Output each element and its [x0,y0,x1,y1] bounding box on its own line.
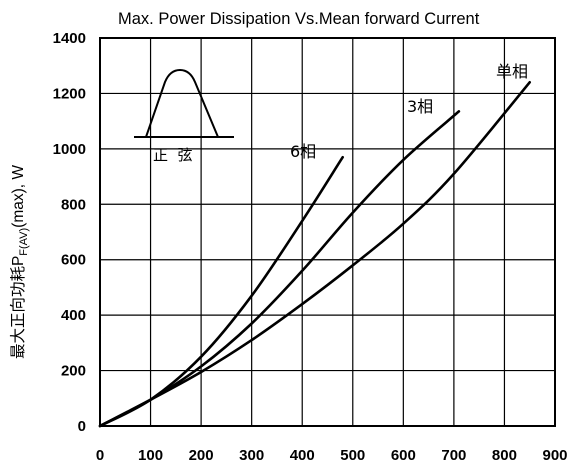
y-tick-label: 800 [61,196,86,213]
x-tick-label: 800 [492,447,517,464]
plot-frame [99,37,556,427]
y-axis-label-main: 最大正向功耗P [9,256,27,359]
y-tick-labels: 0 200 400 600 800 1000 1200 1400 [53,30,86,435]
x-tick-label: 900 [542,447,567,464]
x-tick-label: 700 [441,447,466,464]
series-line [98,81,531,428]
series-lines [98,81,531,428]
y-tick-label: 1200 [53,85,86,102]
y-tick-label: 1000 [53,141,86,158]
y-tick-label: 400 [61,307,86,324]
x-tick-label: 200 [189,447,214,464]
y-tick-label: 1400 [53,30,86,47]
x-tick-label: 400 [290,447,315,464]
y-axis-label-tail: (max), W [10,165,27,228]
x-tick-label: 100 [138,447,163,464]
series-label: 3相 [407,97,433,116]
y-axis-label-subscript: F(AV) [18,228,30,256]
y-tick-label: 200 [61,363,86,380]
chart-title: Max. Power Dissipation Vs.Mean forward C… [118,10,480,28]
series-labels: 6相 3相 单相 [290,62,528,161]
series-label: 单相 [496,62,528,81]
series-line [98,155,344,428]
x-tick-label: 300 [239,447,264,464]
grid [99,37,556,427]
series-label: 6相 [290,142,316,161]
sine-wave-inset-label: 正 弦 [153,146,193,164]
y-tick-label: 0 [78,418,86,435]
y-tick-label: 600 [61,252,86,269]
y-axis-label: 最大正向功耗PF(AV)(max), W [9,165,30,359]
x-tick-labels: 0 100 200 300 400 500 600 700 800 900 [96,447,568,464]
x-tick-label: 500 [340,447,365,464]
x-tick-label: 0 [96,447,104,464]
sine-wave-icon [145,68,219,138]
x-tick-label: 600 [391,447,416,464]
sine-wave-inset: 正 弦 [134,68,234,164]
